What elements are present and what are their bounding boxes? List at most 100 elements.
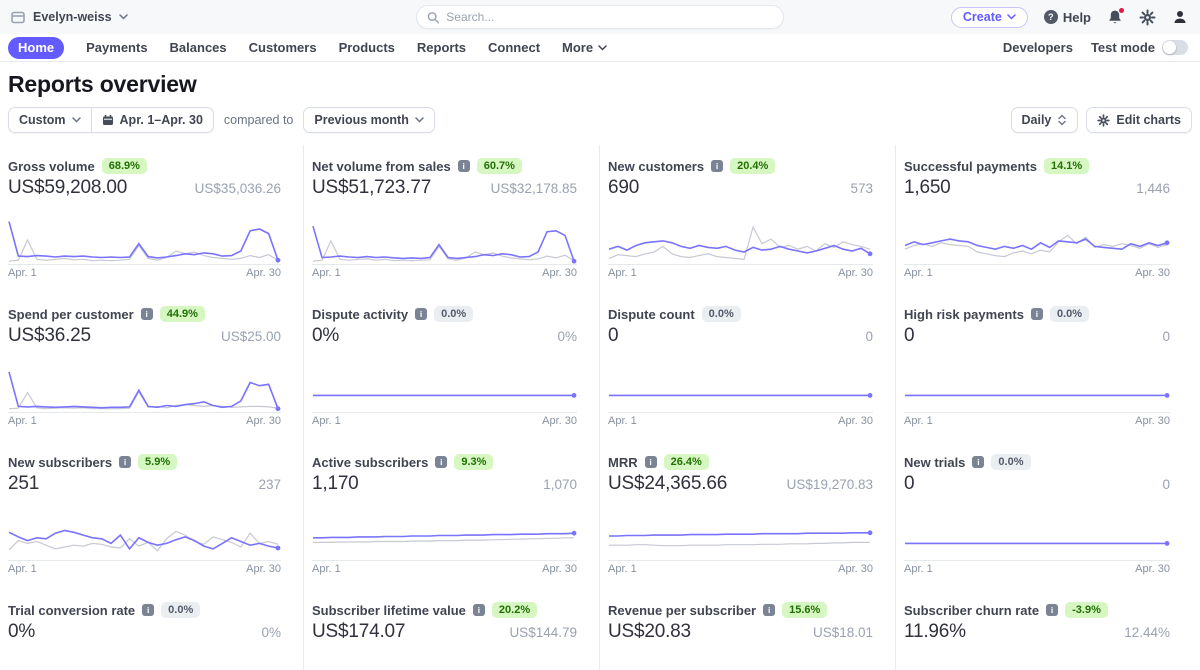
info-icon[interactable]: i — [473, 604, 485, 616]
info-icon[interactable]: i — [972, 456, 984, 468]
metric-title[interactable]: Subscriber lifetime value — [312, 603, 466, 618]
metric-title[interactable]: High risk payments — [904, 307, 1024, 322]
x-axis-end-label: Apr. 30 — [1135, 563, 1170, 575]
edit-charts-button[interactable]: Edit charts — [1086, 107, 1192, 133]
account-name: Evelyn-weiss — [33, 10, 112, 24]
top-bar: Evelyn-weiss Create ? Help — [0, 0, 1200, 34]
sparkline-chart[interactable] — [312, 211, 577, 265]
date-range-button[interactable]: Apr. 1–Apr. 30 — [92, 107, 214, 133]
range-type-dropdown[interactable]: Custom — [8, 107, 92, 133]
search-bar[interactable] — [416, 5, 784, 29]
sparkline-chart[interactable] — [608, 655, 873, 670]
metric-title[interactable]: Spend per customer — [8, 307, 134, 322]
notification-dot — [1118, 7, 1125, 14]
nav-item-home[interactable]: Home — [8, 37, 64, 59]
info-icon[interactable]: i — [763, 604, 775, 616]
sparkline-chart[interactable] — [312, 655, 577, 670]
metric-title[interactable]: Active subscribers — [312, 455, 428, 470]
metric-title[interactable]: Gross volume — [8, 159, 95, 174]
metric-title[interactable]: Successful payments — [904, 159, 1037, 174]
comparison-value: 0 — [1162, 329, 1170, 344]
compared-to-label: compared to — [224, 113, 293, 127]
metric-title[interactable]: Dispute count — [608, 307, 695, 322]
sparkline-chart[interactable] — [8, 507, 281, 561]
comparison-value: US$144.79 — [509, 625, 577, 640]
page-title: Reports overview — [8, 71, 1192, 98]
test-mode-control[interactable]: Test mode — [1091, 40, 1188, 55]
metric-title[interactable]: Subscriber churn rate — [904, 603, 1039, 618]
metric-title[interactable]: New subscribers — [8, 455, 112, 470]
settings-button[interactable] — [1139, 9, 1156, 26]
metric-title[interactable]: New trials — [904, 455, 965, 470]
profile-button[interactable] — [1172, 9, 1188, 25]
info-icon[interactable]: i — [435, 456, 447, 468]
nav-item-balances[interactable]: Balances — [170, 40, 227, 55]
info-icon[interactable]: i — [119, 456, 131, 468]
nav-item-products[interactable]: Products — [339, 40, 395, 55]
sparkline-chart[interactable] — [8, 359, 281, 413]
metric-value: US$20.83 — [608, 621, 691, 643]
metric-title[interactable]: Trial conversion rate — [8, 603, 135, 618]
sparkline-chart[interactable] — [904, 507, 1170, 561]
developers-link[interactable]: Developers — [1003, 40, 1073, 55]
sparkline-chart[interactable] — [904, 655, 1170, 670]
x-axis-end-label: Apr. 30 — [838, 415, 873, 427]
info-icon[interactable]: i — [415, 308, 427, 320]
nav-item-customers[interactable]: Customers — [249, 40, 317, 55]
metric-card: Subscriber lifetime value i 20.2% US$174… — [304, 589, 600, 670]
metrics-grid: Gross volume 68.9% US$59,208.00 US$35,03… — [8, 145, 1192, 670]
comparison-value: 1,070 — [543, 477, 577, 492]
info-icon[interactable]: i — [142, 604, 154, 616]
metric-title[interactable]: Net volume from sales — [312, 159, 451, 174]
metric-value: 0 — [904, 325, 914, 347]
sparkline-chart[interactable] — [8, 211, 281, 265]
nav-more-label: More — [562, 40, 593, 55]
help-button[interactable]: ? Help — [1044, 10, 1091, 25]
toggle-knob — [1163, 41, 1176, 54]
info-icon[interactable]: i — [141, 308, 153, 320]
metric-card: Subscriber churn rate i -3.9% 11.96% 12.… — [896, 589, 1192, 670]
info-icon[interactable]: i — [1031, 308, 1043, 320]
metric-value: 1,170 — [312, 473, 359, 495]
comparison-value: 0% — [557, 329, 577, 344]
comparison-dropdown[interactable]: Previous month — [303, 107, 434, 133]
sparkline-chart[interactable] — [904, 359, 1170, 413]
nav-item-more[interactable]: More — [562, 40, 607, 55]
sparkline-chart[interactable] — [608, 359, 873, 413]
notifications-button[interactable] — [1107, 9, 1123, 25]
change-badge: 26.4% — [664, 454, 709, 470]
metric-title[interactable]: MRR — [608, 455, 638, 470]
x-axis-start-label: Apr. 1 — [312, 415, 341, 427]
sparkline-chart[interactable] — [608, 507, 873, 561]
sparkline-chart[interactable] — [312, 359, 577, 413]
metric-value: US$59,208.00 — [8, 177, 127, 199]
search-input[interactable] — [446, 10, 773, 24]
change-badge: -3.9% — [1065, 602, 1108, 618]
change-badge: 60.7% — [477, 158, 522, 174]
change-badge: 5.9% — [138, 454, 177, 470]
nav-item-payments[interactable]: Payments — [86, 40, 147, 55]
sparkline-chart[interactable] — [608, 211, 873, 265]
metric-title[interactable]: Dispute activity — [312, 307, 408, 322]
account-switcher[interactable]: Evelyn-weiss — [10, 9, 128, 25]
x-axis-start-label: Apr. 1 — [8, 415, 37, 427]
info-icon[interactable]: i — [645, 456, 657, 468]
sparkline-chart[interactable] — [904, 211, 1170, 265]
create-button[interactable]: Create — [951, 7, 1028, 28]
test-mode-toggle[interactable] — [1162, 40, 1188, 55]
interval-select[interactable]: Daily — [1011, 107, 1079, 133]
x-axis-start-label: Apr. 1 — [8, 267, 37, 279]
help-label: Help — [1063, 10, 1091, 25]
sparkline-chart[interactable] — [8, 655, 281, 670]
metric-title[interactable]: Revenue per subscriber — [608, 603, 756, 618]
info-icon[interactable]: i — [1046, 604, 1058, 616]
nav-item-connect[interactable]: Connect — [488, 40, 540, 55]
info-icon[interactable]: i — [458, 160, 470, 172]
metric-title[interactable]: New customers — [608, 159, 704, 174]
comparison-value: 0% — [261, 625, 281, 640]
info-icon[interactable]: i — [711, 160, 723, 172]
sparkline-chart[interactable] — [312, 507, 577, 561]
metric-value: 0 — [608, 325, 618, 347]
nav-item-reports[interactable]: Reports — [417, 40, 466, 55]
x-axis-start-label: Apr. 1 — [608, 563, 637, 575]
